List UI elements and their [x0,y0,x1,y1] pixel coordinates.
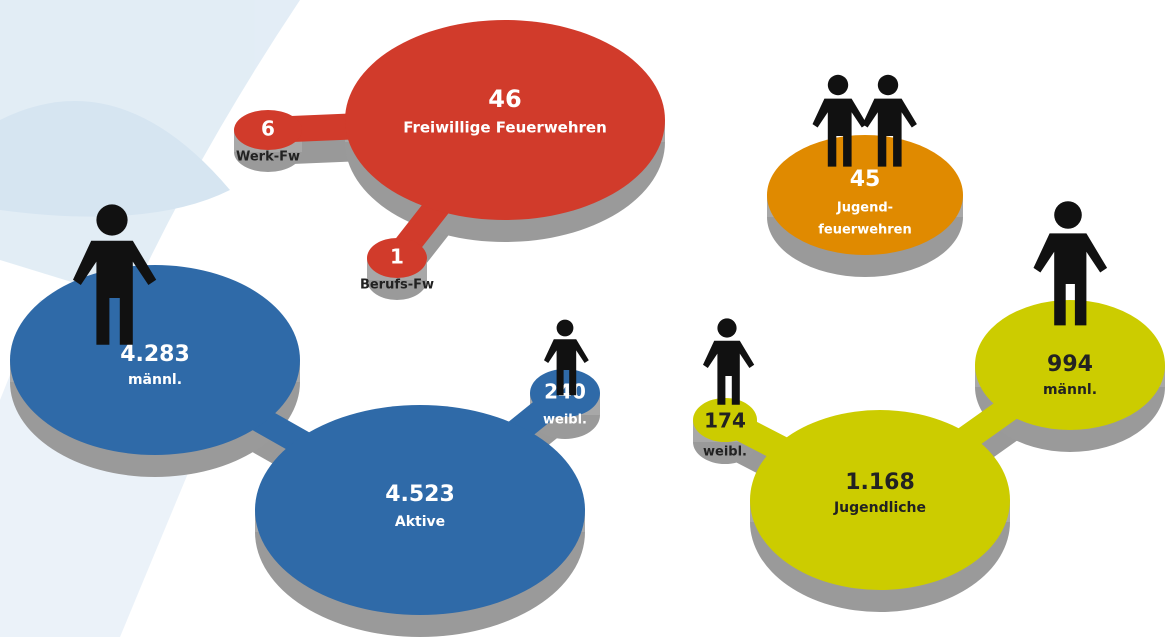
bubble-label: Jugendliche [833,500,926,516]
bubble-value: 4.283 [120,342,190,367]
person-icon [1054,201,1082,229]
bubble-label: Werk-Fw [236,150,300,165]
bubble-value: 174 [704,409,746,433]
bubble-value: 1.168 [845,470,915,495]
infographic: 46 Freiwillige Feuerwehren 6 Werk-Fw 1 Berufs… [0,0,1168,637]
person-icon [96,204,127,235]
bubble-value: 45 [850,167,881,192]
bubble-label: männl. [1043,382,1097,398]
bubble-value: 1 [390,245,404,269]
bubble-label: Aktive [395,514,445,530]
page: 46 Freiwillige Feuerwehren 6 Werk-Fw 1 Berufs… [0,0,1168,637]
bubble-label: männl. [128,372,182,388]
bubble-label: Berufs-Fw [360,278,434,293]
bubble-value: 46 [488,85,521,113]
person-icon [557,320,574,337]
bubble-value: 240 [544,380,586,404]
bubble-label: Freiwillige Feuerwehren [403,119,607,137]
bubble-label: feuerwehren [818,223,912,238]
person-icon [828,75,848,95]
bubble-value: 6 [261,117,275,141]
person-icon [703,341,754,405]
bubble-label: Jugend- [836,201,893,216]
bubble-value: 4.523 [385,482,455,507]
bubble [255,405,585,615]
bubble-label: weibl. [543,413,587,428]
person-icon [717,318,736,337]
person-icon [878,75,898,95]
bubble-value: 994 [1047,352,1093,377]
bubble-label: weibl. [703,445,747,460]
